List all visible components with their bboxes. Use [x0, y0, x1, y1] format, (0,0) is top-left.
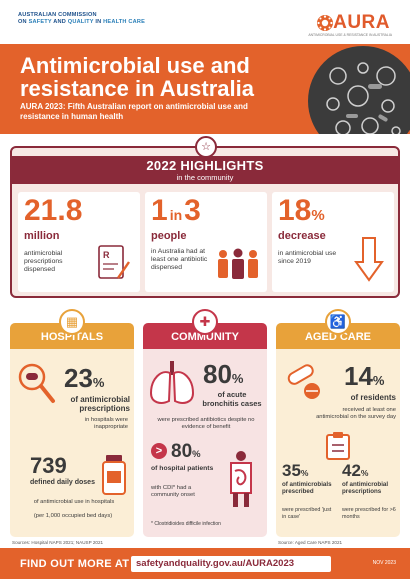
stat-people-value: 1 in3	[151, 194, 201, 227]
stat-people-desc: in Australia had at least one antibiotic…	[151, 248, 208, 271]
hospital-icon: ▦	[59, 309, 85, 335]
stat-prescriptions-desc: antimicrobial prescriptions dispensed	[24, 250, 63, 273]
hospitals-sub2b: (per 1,000 occupied bed days)	[33, 513, 113, 519]
svg-text:R: R	[103, 250, 110, 260]
stat-decrease-value: 18%	[278, 194, 325, 227]
aura-logo-icon	[317, 15, 333, 31]
footer-date: NOV 2023	[372, 560, 396, 566]
community-pct1: 80%	[203, 359, 244, 389]
aged-care-panel: AGED CARE ♿ 14% of residents received at…	[276, 309, 400, 537]
community-sub1: were prescribed antibiotics despite no e…	[157, 417, 255, 430]
clipboard-icon	[326, 432, 350, 460]
stat-prescriptions-unit: million	[24, 230, 60, 242]
aura-logo-subtitle: ANTIMICROBIAL USE & RESISTANCE IN AUSTRA…	[308, 33, 392, 37]
hospitals-source: Sources: Hospital NAPS 2021; NAUSP 2021	[12, 540, 104, 545]
community-title: COMMUNITY	[171, 331, 239, 343]
aged-care-source: Source: Aged Care NAPS 2021	[278, 540, 343, 545]
community-sub2: with CDI* had a community onset	[151, 485, 195, 498]
aged-care-label3: of antimicrobial prescriptions	[342, 481, 389, 496]
bacteria-collage-image	[308, 46, 410, 134]
stomach-icon	[230, 451, 252, 507]
page-header: AUSTRALIAN COMMISSION ON SAFETY AND QUAL…	[0, 0, 410, 44]
aged-care-pct1: 14%	[344, 361, 385, 391]
footer-url-link[interactable]: safetyandquality.gov.au/AURA2023	[131, 556, 331, 572]
hospitals-panel: HOSPITALS ▦ 23% of antimicrobial prescri…	[10, 309, 134, 537]
commission-logo: AUSTRALIAN COMMISSION ON SAFETY AND QUAL…	[18, 12, 146, 25]
community-footnote: * Clostridioides difficile infection	[151, 521, 221, 527]
stat-prescriptions-value: 21.8	[24, 194, 83, 227]
aura-logo-word: AURA	[333, 12, 390, 33]
aged-care-label1: of residents	[350, 393, 396, 402]
stat-prescriptions: 21.8 million antimicrobial prescriptions…	[18, 192, 140, 292]
elderly-person-icon: ♿	[325, 309, 351, 335]
medicine-bottle-icon	[102, 455, 126, 495]
aged-care-pct2: 35%	[282, 461, 309, 480]
hospitals-label2: defined daily doses	[30, 479, 95, 486]
lungs-icon	[149, 361, 195, 404]
aged-care-label2: of antimicrobials prescribed	[282, 481, 332, 496]
star-icon: ☆	[195, 136, 217, 158]
page-subtitle: AURA 2023: Fifth Australian report on an…	[20, 102, 248, 121]
page-title: Antimicrobial use and resistance in Aust…	[20, 53, 254, 101]
hospitals-num2: 739	[30, 453, 67, 478]
highlights-header: 2022 HIGHLIGHTS in the community	[10, 156, 400, 184]
down-arrow-icon	[354, 237, 384, 282]
aged-care-title: AGED CARE	[304, 331, 371, 343]
stat-people-unit: people	[151, 230, 187, 242]
aged-care-sub2: were prescribed 'just in case'	[282, 507, 332, 520]
magnifier-icon	[18, 363, 55, 403]
community-header: COMMUNITY	[143, 323, 267, 349]
hospitals-label1: of antimicrobial prescriptions	[70, 395, 130, 413]
hospitals-pct1: 23%	[64, 363, 105, 393]
community-pct2: 80%	[171, 441, 201, 462]
stat-people: 1 in3 people in Australia had at least on…	[145, 192, 267, 292]
highlights-subtitle: in the community	[176, 173, 234, 182]
aged-care-sub1: received at least one antimicrobial on t…	[316, 407, 396, 420]
title-banner: Antimicrobial use and resistance in Aust…	[0, 44, 410, 134]
highlights-panel: ☆ 2022 HIGHLIGHTS in the community 21.8 …	[10, 136, 400, 298]
community-label2: of hospital patients	[151, 465, 214, 472]
hospitals-title: HOSPITALS	[40, 331, 104, 343]
highlights-title: 2022 HIGHLIGHTS	[146, 158, 264, 173]
hospitals-header: HOSPITALS	[10, 323, 134, 349]
clinic-icon: ✚	[192, 309, 218, 335]
community-label1: of acute bronchitis cases	[202, 390, 262, 408]
prescription-icon: R	[98, 245, 130, 279]
footer-bar: FIND OUT MORE AT safetyandquality.gov.au…	[0, 548, 410, 579]
community-panel: COMMUNITY ✚ 80% of acute bronchitis case…	[143, 309, 267, 537]
pills-icon	[287, 364, 320, 399]
stat-decrease-unit: decrease	[278, 230, 326, 242]
aged-care-pct3: 42%	[342, 461, 369, 480]
aged-care-sub3: were prescribed for >6 months	[342, 507, 396, 520]
greater-than-badge: >	[151, 443, 167, 459]
bacteria-icon	[326, 62, 401, 134]
people-icon	[218, 248, 258, 279]
footer-label: FIND OUT MORE AT	[20, 558, 130, 570]
hospitals-sub2a: of antimicrobial use in hospitals	[33, 499, 115, 505]
stat-decrease-desc: in antimicrobial use since 2019	[278, 250, 337, 265]
hospitals-sub1: in hospitals were inappropriate	[84, 417, 128, 430]
stat-decrease: 18% decrease in antimicrobial use since …	[272, 192, 394, 292]
